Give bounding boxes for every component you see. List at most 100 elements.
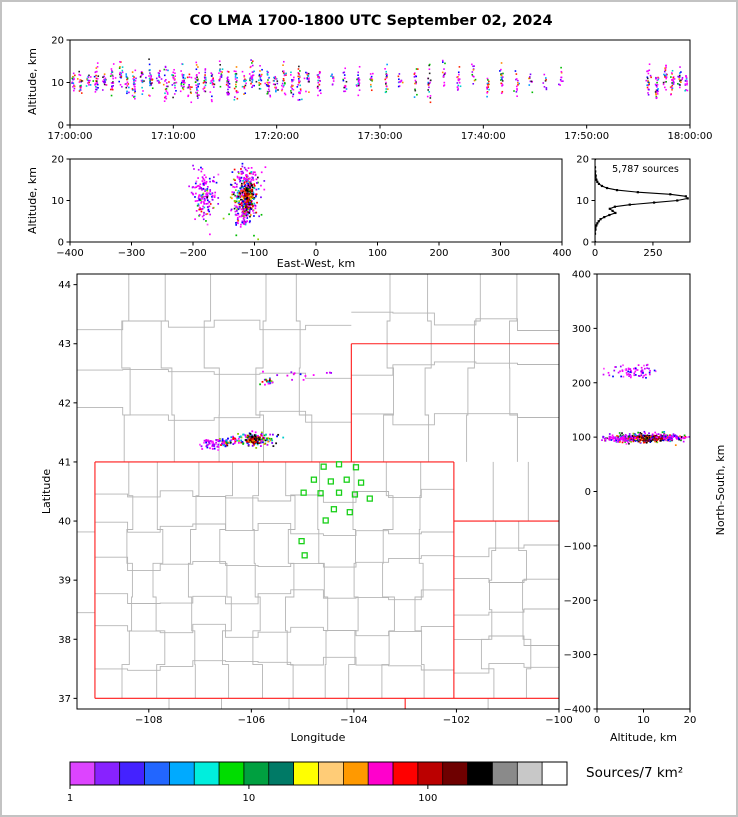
y-tick-label: 39 xyxy=(58,576,71,587)
x-tick-label: 17:10:00 xyxy=(151,131,196,142)
y-tick-label: 20 xyxy=(51,36,64,47)
time-height-points xyxy=(71,58,689,104)
y-tick-label: 43 xyxy=(58,339,71,350)
time-height-y-axis-label: Altitude, km xyxy=(26,47,39,116)
ns-height-axes: 0 10 20 400 300 200 100 0 −100 −200 −300 −400 xyxy=(564,270,697,727)
y-tick-label: 0 xyxy=(583,238,589,249)
y-tick-label: 20 xyxy=(51,155,64,166)
x-tick-label: −200 xyxy=(179,248,206,259)
y-tick-label: 40 xyxy=(58,517,71,528)
x-tick-label: 400 xyxy=(552,248,571,259)
colorbar-cell xyxy=(268,761,294,786)
colorbar-cell xyxy=(119,761,145,786)
ns-height-x-axis-label: Altitude, km xyxy=(609,731,678,744)
ns-height-points xyxy=(597,363,690,447)
station-marker xyxy=(320,463,327,470)
colorbar-tick-label: 10 xyxy=(243,793,256,804)
x-tick-label: 0 xyxy=(313,248,319,259)
x-tick-label: 17:40:00 xyxy=(461,131,506,142)
station-marker xyxy=(366,495,373,502)
y-tick-label: 10 xyxy=(51,78,64,89)
y-tick-label: 300 xyxy=(572,324,591,335)
altitude-histogram-axes: 0 250 0 10 20 xyxy=(576,155,662,260)
station-marker xyxy=(317,490,324,497)
x-tick-label: −108 xyxy=(135,715,162,726)
y-tick-label: 10 xyxy=(576,196,589,207)
colorbar-title: Sources/7 km² xyxy=(586,765,684,781)
colorbar-cell xyxy=(218,761,245,786)
plan-view-axes: −108 −106 −104 −102 −100 37 38 39 40 41 42 43 44 xyxy=(58,280,572,726)
colorbar-cell xyxy=(243,761,270,786)
x-tick-label: −102 xyxy=(443,715,470,726)
station-marker xyxy=(301,552,308,559)
ew-height-axes: −400 −300 −200 −100 0 100 200 300 400 0 10 20 xyxy=(51,155,571,260)
colorbar-cell xyxy=(392,761,419,786)
colorbar-cell xyxy=(94,761,121,786)
ew-height-y-axis-label: Altitude, km xyxy=(26,166,39,235)
plan-view-frame xyxy=(76,273,560,710)
y-tick-label: 20 xyxy=(576,155,589,166)
y-tick-label: 44 xyxy=(58,280,71,291)
y-tick-label: −300 xyxy=(564,650,591,661)
colorbar: 1 10 100 xyxy=(67,761,568,804)
colorbar-tick-label: 1 xyxy=(67,793,73,804)
y-tick-label: −100 xyxy=(564,541,591,552)
lma-station-markers xyxy=(298,461,373,559)
plan-view-points xyxy=(199,370,333,451)
station-marker xyxy=(322,517,329,524)
x-tick-label: 0 xyxy=(592,248,598,259)
station-marker xyxy=(357,479,365,486)
station-marker xyxy=(335,489,343,496)
colorbar-cell xyxy=(169,761,195,786)
time-height-axes: 17:00:00 17:10:00 17:20:00 17:30:00 17:40:00… xyxy=(48,36,713,143)
x-tick-label: 17:20:00 xyxy=(254,131,299,142)
colorbar-cell xyxy=(293,761,319,786)
x-tick-label: 250 xyxy=(643,248,662,259)
x-tick-label: −100 xyxy=(545,715,572,726)
station-marker xyxy=(346,509,353,516)
x-tick-label: −400 xyxy=(56,248,83,259)
station-marker xyxy=(343,476,350,483)
y-tick-label: 100 xyxy=(572,433,591,444)
altitude-histogram-curve xyxy=(595,159,689,242)
colorbar-cell xyxy=(492,761,518,786)
y-tick-label: 37 xyxy=(58,694,71,705)
x-tick-label: −106 xyxy=(238,715,265,726)
x-tick-label: 100 xyxy=(368,248,387,259)
y-tick-label: −400 xyxy=(564,705,591,716)
ew-height-x-axis-label: East-West, km xyxy=(276,257,356,270)
colorbar-cell xyxy=(442,761,468,786)
colorbar-cell xyxy=(193,761,220,786)
station-marker xyxy=(335,461,343,468)
x-tick-label: 300 xyxy=(491,248,510,259)
station-marker xyxy=(330,506,338,513)
colorbar-cell xyxy=(144,761,170,786)
ns-height-y-axis-label: North-South, km xyxy=(714,444,727,536)
station-marker xyxy=(310,476,318,483)
station-marker xyxy=(327,478,334,485)
x-tick-label: 200 xyxy=(429,248,448,259)
state-boundaries xyxy=(94,343,559,709)
x-tick-label: 17:30:00 xyxy=(358,131,403,142)
plan-view-y-axis-label: Latitude xyxy=(40,468,53,515)
colorbar-cell xyxy=(516,761,543,786)
y-tick-label: 400 xyxy=(572,270,591,281)
y-tick-label: 42 xyxy=(58,398,71,409)
plan-view-x-axis-label: Longitude xyxy=(290,731,346,744)
y-tick-label: 0 xyxy=(585,487,591,498)
x-tick-label: −100 xyxy=(241,248,268,259)
colorbar-cell xyxy=(367,761,394,786)
x-tick-label: 10 xyxy=(637,715,650,726)
station-marker xyxy=(351,491,359,498)
y-tick-label: −200 xyxy=(564,596,591,607)
y-tick-label: 0 xyxy=(58,121,64,132)
total-sources-label: 5,787 sources xyxy=(612,164,679,175)
y-tick-label: 200 xyxy=(572,378,591,389)
x-tick-label: 17:50:00 xyxy=(564,131,609,142)
y-tick-label: 41 xyxy=(58,457,71,468)
station-marker xyxy=(352,464,360,471)
station-marker xyxy=(300,489,307,496)
y-tick-label: 0 xyxy=(58,238,64,249)
ew-height-points xyxy=(188,162,267,241)
